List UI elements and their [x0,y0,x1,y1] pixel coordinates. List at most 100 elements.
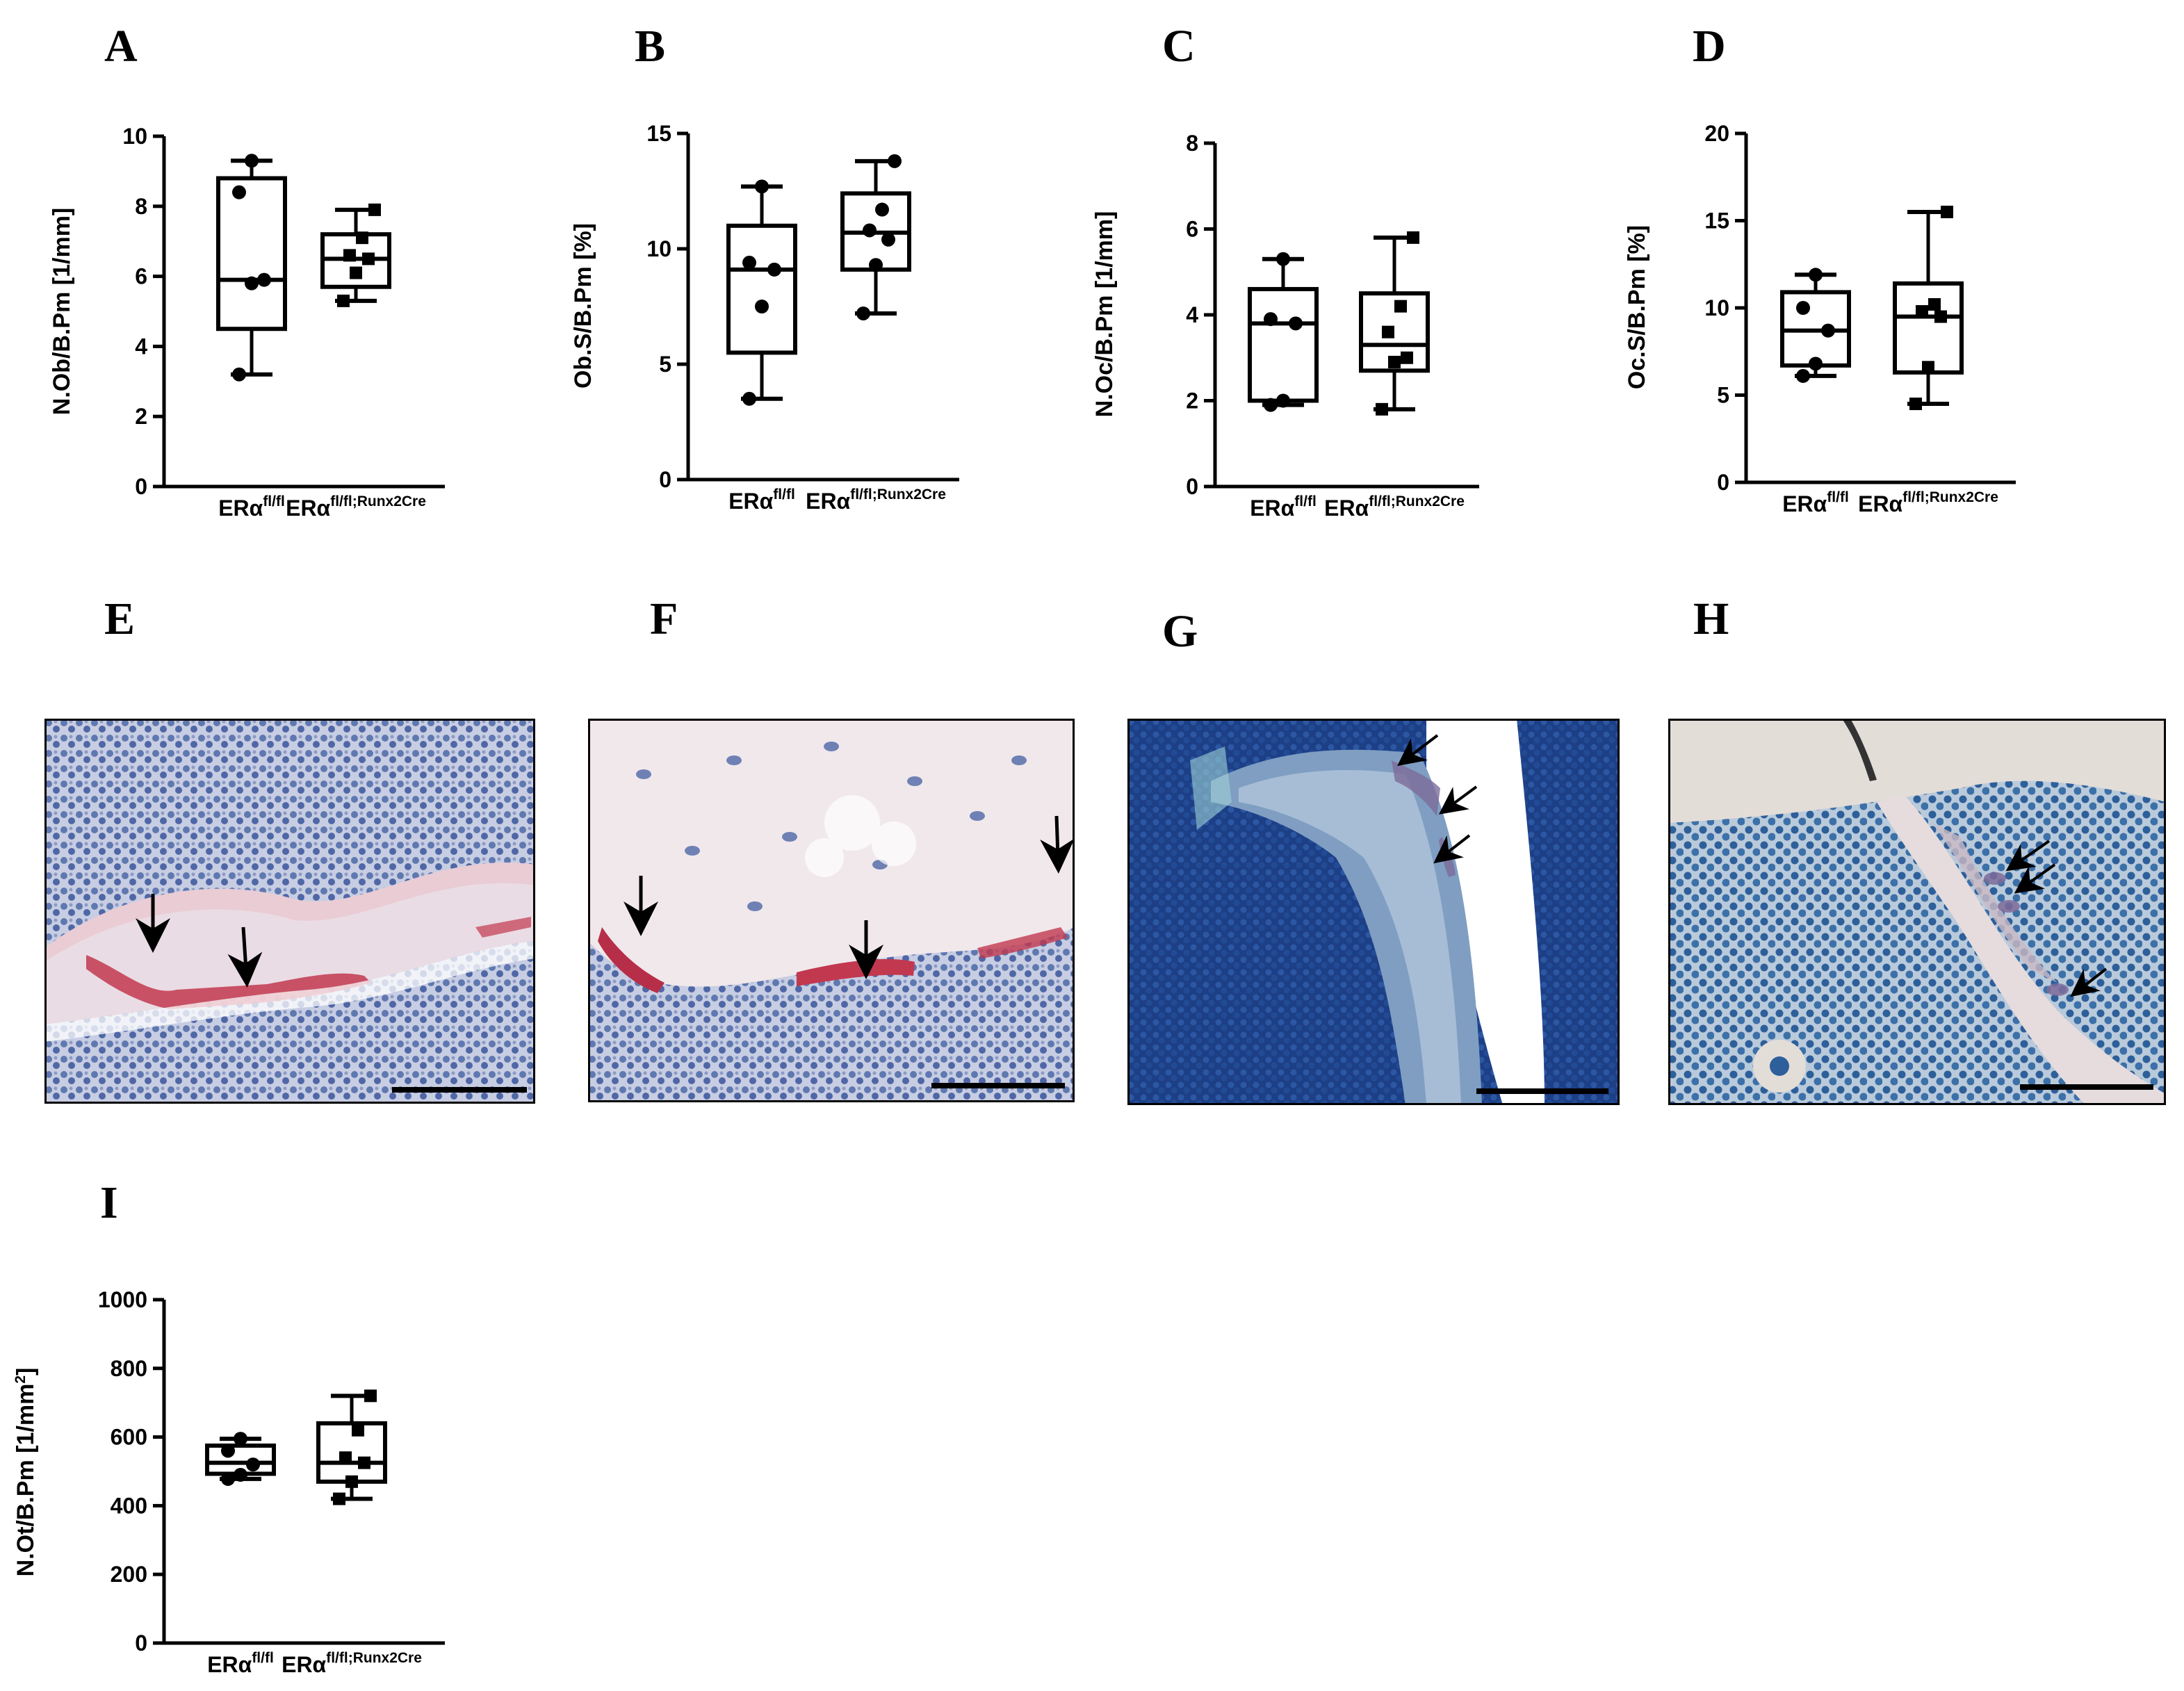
y-axis-label: N.Oc/B.Pm [1/mm] [1091,211,1118,418]
y-tick-label: 2 [1186,389,1198,414]
panel-c-chart: C N.Oc/B.Pm [1/mm] 0 2 4 6 8 ERαfl/fl ERαfl/fl… [1091,21,1479,521]
data-point [742,391,756,406]
box-iqr [1893,281,1964,375]
x-category-label: ERαfl/fl;Runx2Cre [286,493,426,521]
arrow-icon [1433,834,1471,864]
y-tick-label: 8 [135,194,147,219]
y-tick-label: 5 [659,352,671,377]
data-point [352,1423,364,1437]
data-point [1809,357,1823,371]
micrograph-g [1127,719,1620,1105]
panel-e-micrograph: E [44,594,535,1104]
y-tick-label: 4 [1186,302,1198,327]
data-point [1289,316,1303,331]
y-axis-label: N.Ob/B.Pm [1/mm] [49,208,75,415]
y-axis-label: Oc.S/B.Pm [%] [1624,225,1650,389]
x-category-label: ERαfl/fl [207,1650,274,1677]
arrow-icon [2070,967,2108,997]
data-point [1376,402,1388,416]
data-point [245,154,259,168]
y-tick-label: 20 [1704,121,1729,146]
y-tick-label: 6 [135,264,147,289]
x-category-label: ERαfl/fl;Runx2Cre [282,1650,422,1677]
x-category-label: ERαfl/fl;Runx2Cre [1858,489,1998,516]
data-point [863,223,877,238]
panel-f-micrograph: F [588,594,1075,1102]
micrograph-e [44,719,535,1104]
panel-b-chart: B Ob.S/B.Pm [%] 0 5 10 15 ERαfl/fl ERαfl/fl;R… [570,21,959,514]
data-point [1909,398,1922,411]
y-tick-label: 5 [1717,383,1729,408]
panel-letter-g: G [1162,606,1198,657]
panel-d-chart: D Oc.S/B.Pm [%] 0 5 10 15 20 ERαfl/fl ERαfl/fl… [1624,21,2016,516]
x-category-label: ERαfl/fl [1782,489,1849,516]
data-point [1934,310,1947,323]
y-tick-label: 0 [659,467,671,492]
arrow-icon [2014,863,2056,894]
y-tick-label: 600 [111,1425,147,1450]
data-point [362,252,375,266]
data-point [755,300,769,313]
data-point [221,1471,235,1486]
data-point [1264,398,1278,412]
data-point [1809,268,1823,282]
y-tick-label: 10 [122,124,147,149]
y-tick-label: 1000 [98,1287,147,1312]
y-tick-label: 800 [111,1356,147,1381]
panel-i-chart: I N.Ot/B.Pm [1/mm2] 0 200 400 600 800 1000 ERα… [13,1177,445,1677]
x-category-label: ERαfl/fl [218,493,285,521]
x-category-label: ERαfl/fl [1250,493,1317,521]
y-tick-label: 10 [646,236,671,261]
panel-letter-c: C [1162,21,1196,72]
arrow-icon [227,926,263,988]
data-point [1264,312,1278,327]
data-point [742,255,756,270]
data-point [221,1444,235,1458]
x-category-label: ERαfl/fl;Runx2Cre [1324,493,1465,521]
data-point [234,1432,247,1446]
data-point [368,203,381,216]
data-point [869,258,883,272]
panel-h-micrograph: H [1668,594,2166,1105]
data-point [1821,323,1835,338]
data-point [875,202,889,217]
y-tick-label: 0 [1717,470,1729,495]
data-point [358,1456,370,1469]
data-point [1382,325,1394,338]
data-point [343,249,356,262]
data-point [1401,351,1413,364]
box-iqr [1248,286,1319,403]
data-point [1276,393,1290,408]
y-tick-label: 0 [135,1631,147,1656]
data-point [364,1389,377,1403]
y-tick-label: 10 [1704,295,1729,320]
micrograph-f [588,719,1075,1102]
data-point [333,1492,345,1505]
data-point [345,1475,358,1488]
data-point [232,367,246,382]
data-point [755,179,769,194]
arrow-icon [2005,840,2051,872]
data-point [767,262,781,277]
data-point [339,1451,352,1464]
data-point [1796,368,1810,383]
arrow-icon [1397,734,1439,767]
arrow-icon [1040,815,1075,874]
y-axis-label: N.Ot/B.Pm [1/mm2] [13,1368,39,1577]
y-tick-label: 2 [135,404,147,429]
micrograph-h [1668,719,2166,1105]
panel-letter-i: I [100,1177,118,1228]
data-point [1922,361,1934,374]
data-point [234,1467,247,1482]
y-tick-label: 0 [135,474,147,499]
x-category-label: ERαfl/fl;Runx2Cre [806,487,946,514]
data-point [1928,297,1941,311]
data-point [1407,231,1419,244]
box-iqr [726,223,797,355]
data-point [1796,301,1810,315]
data-point [1394,300,1407,313]
data-point [1276,252,1290,266]
y-tick-label: 4 [135,334,147,359]
data-point [1388,355,1401,368]
panel-letter-d: D [1693,21,1726,72]
